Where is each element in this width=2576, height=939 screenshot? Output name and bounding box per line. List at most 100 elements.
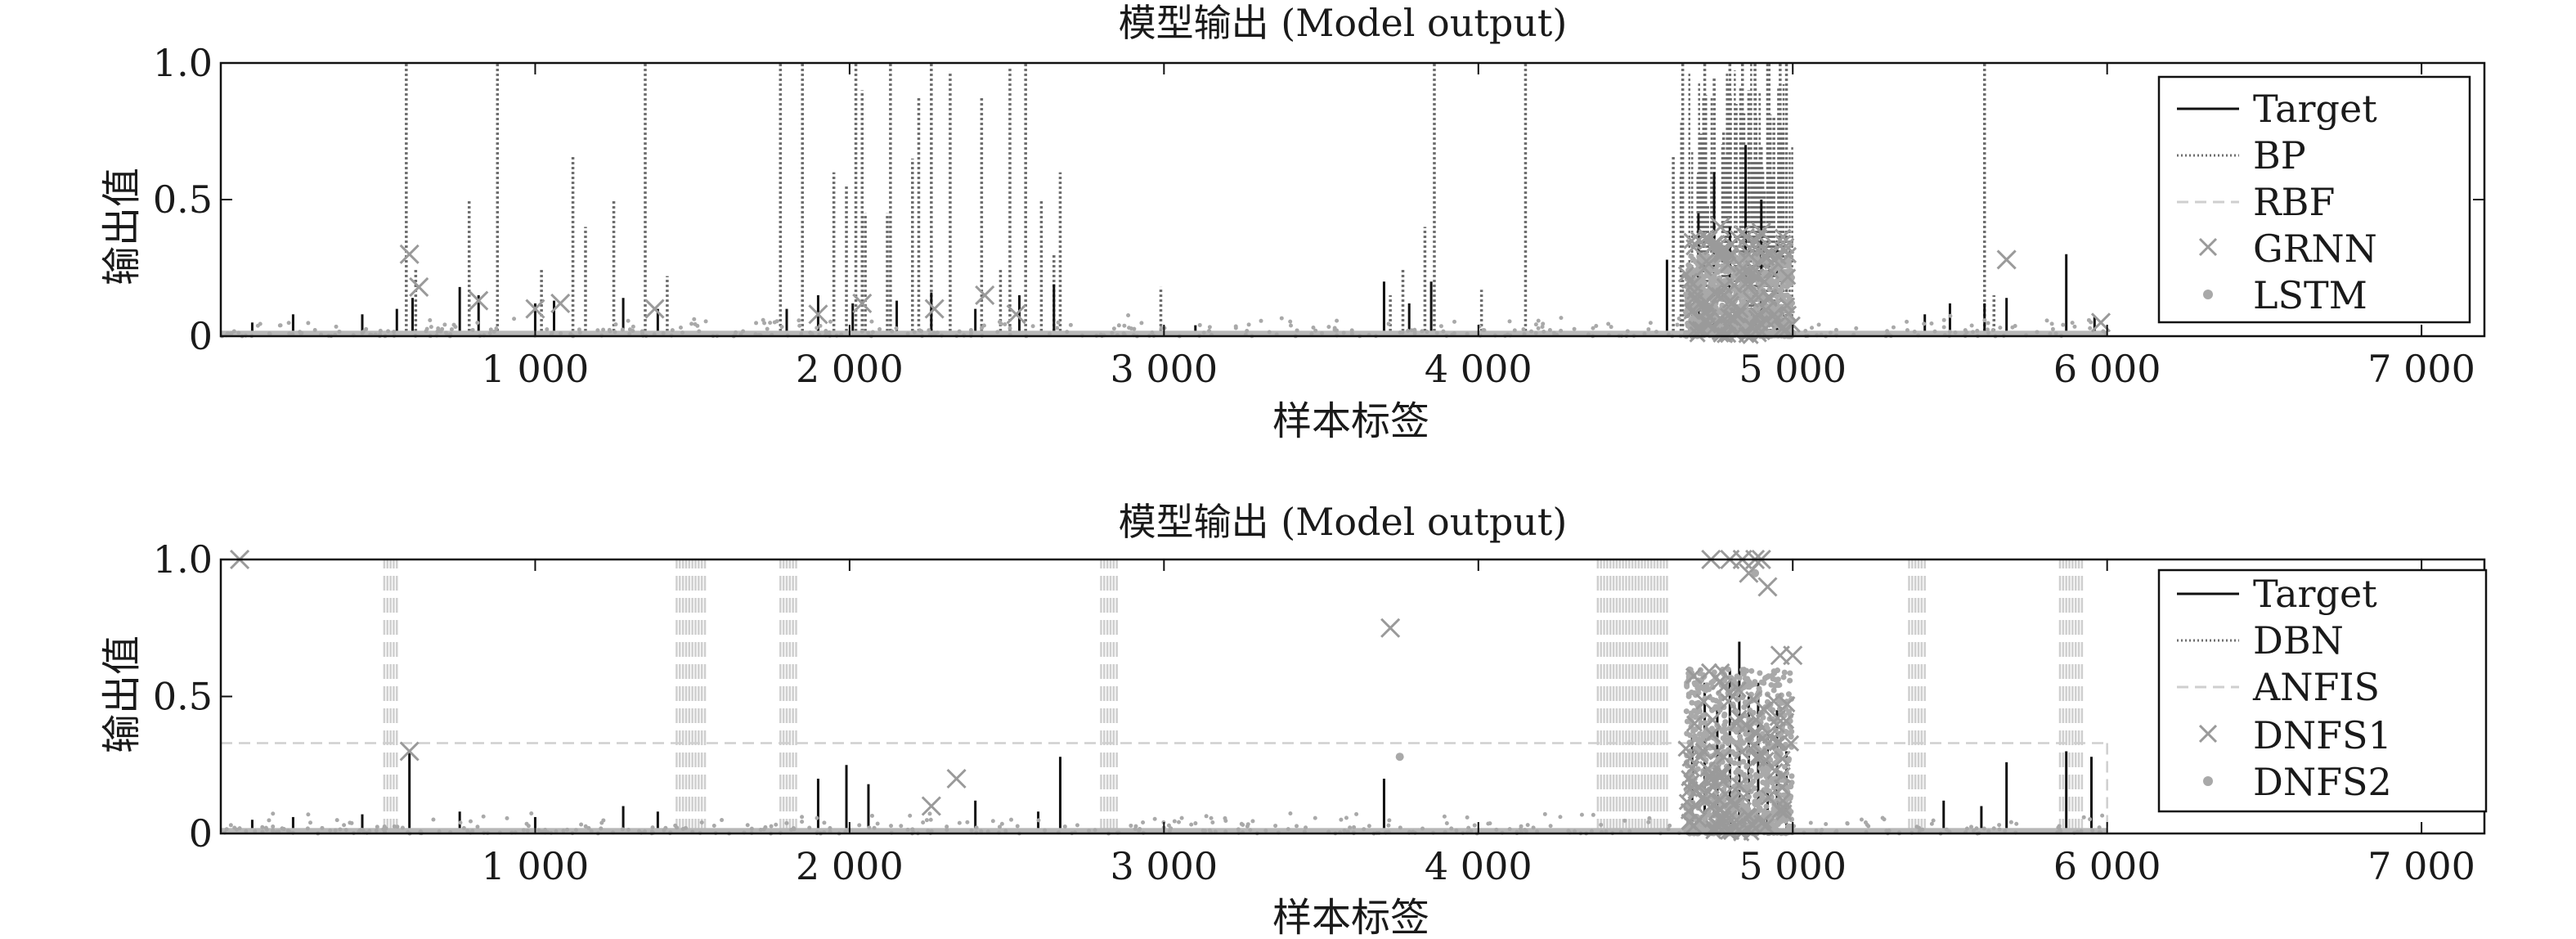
- cluster-point: [1710, 267, 1717, 273]
- noise-point: [1547, 328, 1552, 333]
- cluster-point: [1760, 767, 1766, 774]
- noise-point: [267, 331, 272, 336]
- noise-point: [1207, 329, 1212, 334]
- noise-point: [2058, 829, 2063, 833]
- noise-point: [613, 330, 617, 335]
- noise-point: [620, 327, 625, 332]
- x-marker: [1757, 249, 1775, 267]
- noise-point: [1055, 326, 1060, 330]
- noise-point: [1647, 815, 1652, 820]
- noise-point: [487, 330, 492, 335]
- noise-point: [1675, 322, 1680, 327]
- legend-grnn-marker: [2198, 237, 2218, 257]
- top-axis-ticks: 1 000 2 000 3 000 4 000 5 000 6 000 7 000 0 0.5 1…: [153, 41, 2484, 391]
- cluster-point: [1684, 683, 1690, 690]
- x-marker: [1757, 577, 1778, 597]
- cluster-point: [1735, 766, 1741, 773]
- noise-point: [237, 826, 242, 831]
- noise-point: [1646, 327, 1651, 332]
- bottom-legend: Target DBN ANFIS DNFS1 DNFS2: [2157, 568, 2488, 813]
- legend-target-label: Target: [2253, 572, 2377, 616]
- noise-point: [1193, 821, 1198, 826]
- cluster-point: [1744, 676, 1751, 682]
- noise-point: [1970, 330, 1975, 335]
- cluster-point: [1785, 823, 1792, 829]
- noise-point: [1810, 326, 1815, 330]
- noise-point: [1295, 328, 1299, 333]
- cluster-point: [1787, 670, 1793, 676]
- noise-point: [670, 328, 675, 333]
- noise-point: [1304, 825, 1308, 830]
- noise-point: [1507, 319, 1512, 324]
- noise-point: [1676, 317, 1681, 321]
- noise-point: [1320, 330, 1325, 335]
- legend-dnfs1-label: DNFS1: [2253, 713, 2392, 757]
- noise-point: [543, 827, 548, 832]
- noise-point: [1975, 328, 1980, 333]
- noise-point: [1905, 319, 1910, 324]
- noise-point: [1116, 323, 1121, 328]
- noise-point: [921, 820, 926, 825]
- noise-point: [945, 828, 949, 833]
- noise-point: [1591, 326, 1595, 330]
- x-marker: [1715, 810, 1732, 827]
- noise-point: [1472, 823, 1477, 828]
- noise-point: [969, 828, 974, 833]
- noise-point: [1309, 331, 1314, 336]
- noise-point: [1246, 322, 1251, 327]
- noise-point: [1342, 828, 1347, 833]
- cluster-point: [1699, 684, 1706, 690]
- noise-point: [1398, 825, 1402, 830]
- noise-point: [1152, 816, 1157, 821]
- noise-point: [926, 829, 931, 833]
- noise-point: [1065, 330, 1070, 335]
- x-marker: [1751, 222, 1771, 243]
- x-marker: [525, 299, 545, 319]
- noise-point: [799, 331, 804, 336]
- noise-point: [1519, 824, 1524, 829]
- x-marker: [1710, 286, 1728, 304]
- noise-point: [1599, 822, 1604, 827]
- cluster-point: [1775, 820, 1782, 827]
- noise-point: [1905, 328, 1910, 333]
- x-marker: [1775, 804, 1793, 821]
- noise-point: [1606, 321, 1611, 326]
- noise-point: [822, 820, 827, 825]
- noise-point: [2044, 318, 2049, 323]
- noise-point: [1833, 327, 1838, 332]
- noise-point: [1122, 323, 1127, 328]
- noise-point: [905, 827, 910, 832]
- noise-point: [1348, 825, 1353, 830]
- x-marker: [808, 304, 828, 325]
- noise-point: [1982, 318, 1987, 323]
- noise-point: [1179, 815, 1184, 820]
- cluster-point: [1740, 758, 1747, 765]
- noise-point: [2003, 829, 2008, 833]
- noise-point: [1524, 829, 1528, 833]
- noise-point: [859, 329, 864, 334]
- cluster-point: [1692, 714, 1699, 721]
- cluster-point: [1788, 734, 1794, 740]
- cluster-point: [1683, 708, 1690, 715]
- noise-point: [1559, 328, 1564, 333]
- noise-point: [306, 321, 311, 326]
- y-tick-label: 1.0: [153, 537, 213, 582]
- noise-point: [1245, 822, 1250, 827]
- noise-point: [1087, 829, 1092, 833]
- noise-point: [741, 329, 746, 334]
- noise-point: [1912, 330, 1917, 335]
- noise-point: [1137, 828, 1142, 833]
- noise-point: [699, 820, 704, 824]
- noise-point: [990, 819, 995, 824]
- noise-point: [631, 324, 635, 329]
- noise-point: [1579, 812, 1584, 817]
- noise-point: [1420, 329, 1425, 334]
- noise-point: [1233, 324, 1238, 329]
- cluster-point: [1786, 708, 1793, 715]
- x-marker: [1780, 305, 1797, 322]
- cluster-point: [1785, 691, 1792, 698]
- cluster-point: [1691, 708, 1698, 714]
- noise-point: [640, 329, 644, 334]
- x-marker: [1708, 804, 1725, 821]
- cluster-point: [1685, 693, 1692, 699]
